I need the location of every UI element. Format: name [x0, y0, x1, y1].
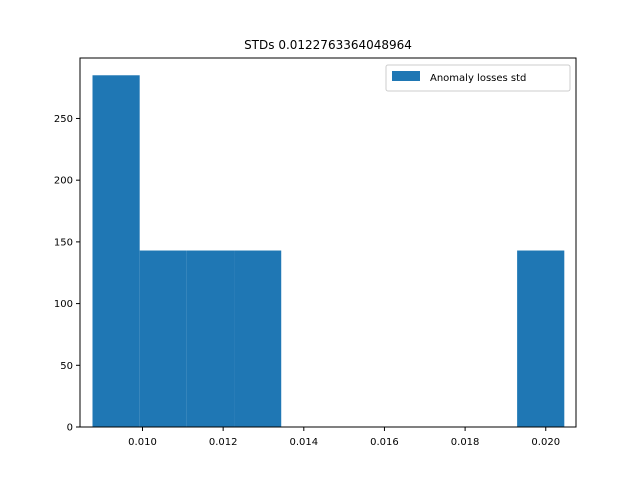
- legend-label: Anomaly losses std: [430, 73, 526, 84]
- x-tick-label: 0.016: [370, 437, 399, 448]
- axes-frame: [79, 57, 577, 428]
- histogram-bar: [517, 250, 565, 427]
- x-tick-label: 0.020: [531, 437, 560, 448]
- y-tick-label: 150: [54, 237, 73, 248]
- x-tick-label: 0.010: [128, 437, 157, 448]
- legend: Anomaly losses std: [385, 64, 571, 92]
- histogram-bar: [186, 250, 235, 427]
- y-axis-ticks: 0 50 100 150 200 250: [54, 114, 80, 434]
- legend-box: [385, 64, 571, 92]
- legend-swatch: [392, 71, 420, 81]
- bars-group: [92, 75, 565, 428]
- y-tick-label: 50: [60, 361, 73, 372]
- histogram-bar: [139, 250, 187, 427]
- y-tick-label: 250: [54, 114, 73, 125]
- x-tick-label: 0.014: [289, 437, 318, 448]
- y-tick-label: 0: [67, 423, 73, 434]
- chart-title: STDs 0.0122763364048964: [244, 38, 412, 52]
- x-tick-label: 0.012: [209, 437, 238, 448]
- x-tick-label: 0.018: [451, 437, 480, 448]
- x-axis-ticks: 0.010 0.012 0.014 0.016 0.018 0.020: [128, 427, 560, 448]
- histogram-bar: [234, 250, 282, 427]
- y-tick-label: 100: [54, 299, 73, 310]
- histogram-bar: [92, 75, 140, 428]
- y-tick-label: 200: [54, 176, 73, 187]
